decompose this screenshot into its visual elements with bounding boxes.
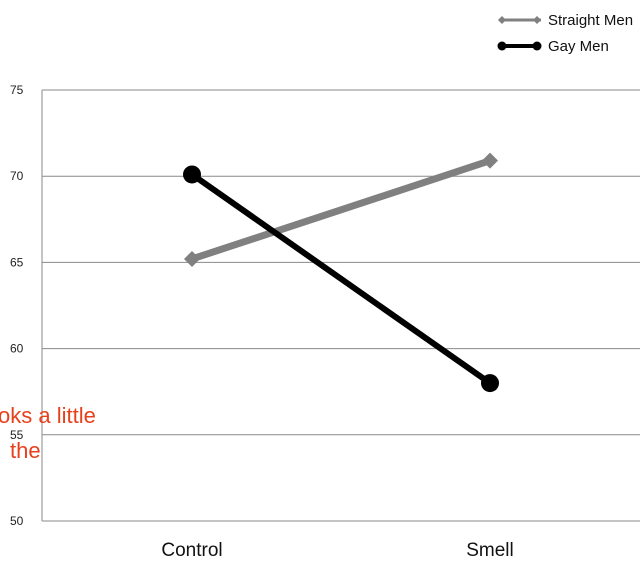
overlay-text-line-2: the bbox=[10, 438, 41, 463]
series-line bbox=[190, 157, 492, 263]
legend-marker bbox=[532, 41, 542, 51]
legend-label: Straight Men bbox=[548, 12, 633, 29]
x-category-labels: Control Smell bbox=[161, 540, 513, 561]
y-tick-label: 65 bbox=[10, 255, 24, 269]
overlay-text-line-1: oks a little bbox=[0, 403, 96, 428]
legend-label: Gay Men bbox=[548, 38, 609, 55]
legend-marker bbox=[533, 16, 541, 24]
y-tick-label: 70 bbox=[10, 169, 24, 183]
legend-item: Gay Men bbox=[497, 38, 609, 55]
y-tick-labels: 50 55 60 65 70 75 bbox=[10, 83, 24, 528]
y-tick-label: 75 bbox=[10, 83, 24, 97]
series bbox=[183, 152, 499, 393]
x-category-label: Smell bbox=[466, 540, 514, 561]
legend-marker bbox=[498, 16, 506, 24]
legend-marker bbox=[497, 41, 507, 51]
data-point bbox=[183, 165, 201, 184]
overlay-annotation: oks a little the bbox=[0, 403, 96, 463]
x-category-label: Control bbox=[161, 540, 222, 561]
series-2 bbox=[183, 165, 499, 393]
legend-item: Straight Men bbox=[498, 12, 633, 29]
y-tick-label: 60 bbox=[10, 342, 24, 356]
y-tick-label: 50 bbox=[10, 514, 24, 528]
y-tick-label: 55 bbox=[10, 428, 24, 442]
gridlines bbox=[42, 89, 640, 522]
data-point bbox=[481, 374, 499, 393]
data-point bbox=[482, 152, 498, 169]
legend: Straight Men Gay Men bbox=[497, 12, 633, 55]
series-1 bbox=[184, 152, 498, 267]
series-line bbox=[190, 172, 492, 386]
data-point bbox=[184, 250, 200, 267]
